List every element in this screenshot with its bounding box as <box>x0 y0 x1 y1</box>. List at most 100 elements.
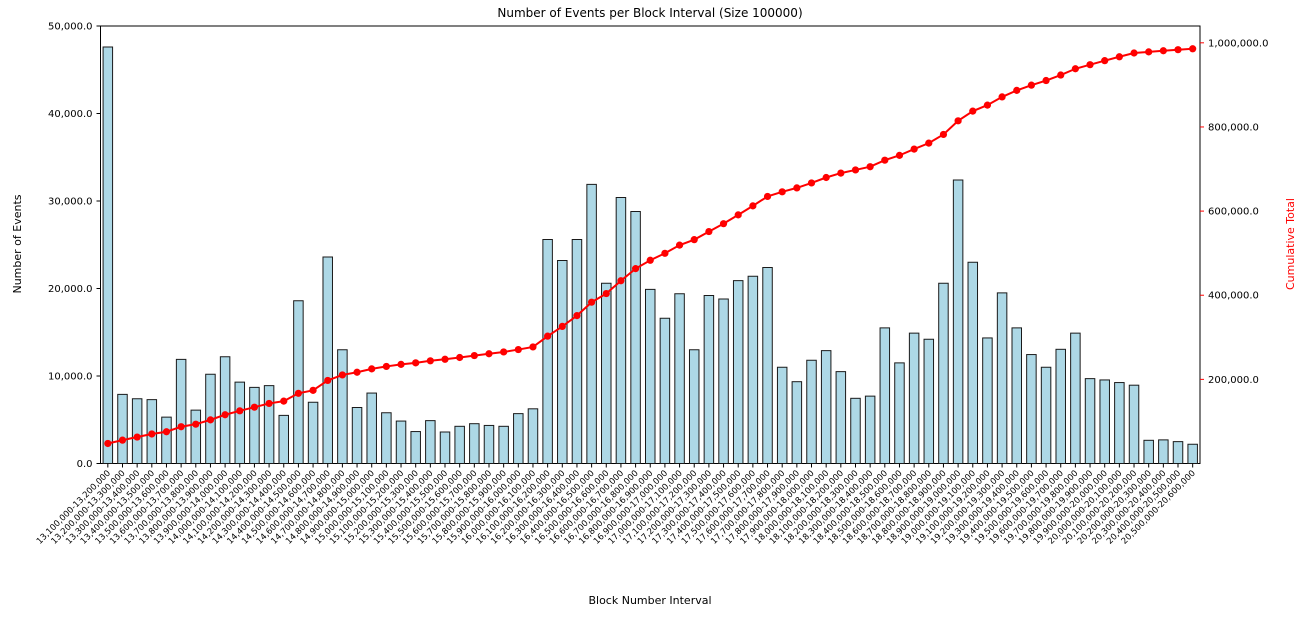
bar <box>850 397 861 464</box>
bar <box>366 392 377 464</box>
cumulative-point <box>1115 53 1123 61</box>
bar <box>469 423 480 465</box>
bar <box>395 420 407 464</box>
bar <box>117 393 128 465</box>
bar <box>410 431 421 464</box>
cumulative-point <box>1189 45 1197 53</box>
y-tick-label-left: 20,000.0 <box>48 284 93 295</box>
y-tick-label-left: 10,000.0 <box>48 372 93 383</box>
bar <box>908 332 920 465</box>
chart-title: Number of Events per Block Interval (Siz… <box>497 6 802 20</box>
cumulative-point <box>470 351 478 360</box>
bar <box>337 349 348 464</box>
cumulative-point <box>382 362 390 371</box>
bar <box>586 183 597 465</box>
bar <box>923 338 935 464</box>
bar <box>645 288 656 465</box>
cumulative-point <box>1159 47 1167 55</box>
cumulative-point <box>148 430 156 438</box>
cumulative-point <box>925 139 933 147</box>
bar <box>1114 382 1125 464</box>
bar <box>542 239 553 464</box>
cumulative-point <box>807 179 816 187</box>
cumulative-point <box>1071 65 1079 73</box>
bar <box>601 282 612 464</box>
bar <box>1172 441 1184 465</box>
cumulative-point <box>104 439 112 448</box>
bar <box>131 398 143 464</box>
cumulative-point <box>969 107 977 115</box>
bar <box>776 366 788 464</box>
cumulative-point <box>983 101 992 109</box>
bar <box>982 337 993 464</box>
bar <box>1011 327 1022 465</box>
bar <box>615 197 627 464</box>
cumulative-point <box>236 407 244 415</box>
cumulative-point <box>734 211 742 219</box>
cumulative-point <box>1027 81 1036 89</box>
cumulative-point <box>177 423 185 431</box>
bar <box>674 293 685 464</box>
cumulative-point <box>661 249 669 257</box>
cumulative-point <box>646 256 654 264</box>
cumulative-point <box>895 151 904 159</box>
cumulative-point <box>1013 86 1021 94</box>
cumulative-point <box>690 236 698 244</box>
cumulative-point <box>1130 49 1138 57</box>
bar <box>454 425 465 464</box>
y-tick-label-left: 30,000.0 <box>48 197 93 208</box>
cumulative-point <box>338 371 346 379</box>
bar <box>351 407 363 464</box>
cumulative-point <box>426 357 434 365</box>
cumulative-point <box>353 368 361 376</box>
x-axis-label: Block Number Interval <box>588 594 711 607</box>
y-axis-label-left: Number of Events <box>11 194 24 293</box>
cumulative-point <box>1101 57 1109 65</box>
cumulative-point <box>617 277 625 285</box>
cumulative-point <box>514 345 522 354</box>
cumulative-point <box>162 428 171 436</box>
cumulative-point <box>1086 61 1094 69</box>
y-tick-label-right: 200,000.0 <box>1208 375 1259 386</box>
bar <box>996 292 1008 465</box>
bar <box>483 424 495 465</box>
cumulative-point <box>265 399 273 408</box>
bar <box>234 381 246 465</box>
cumulative-point <box>368 365 376 373</box>
cumulative-point <box>602 289 610 298</box>
bar <box>1084 378 1096 465</box>
cumulative-point <box>1145 48 1153 56</box>
bar <box>307 401 319 464</box>
cumulative-point <box>998 93 1006 101</box>
bar <box>190 409 202 465</box>
bar <box>703 295 715 464</box>
bar <box>1158 439 1169 465</box>
bar <box>688 349 700 464</box>
bar <box>425 420 436 465</box>
bar <box>1026 354 1037 464</box>
bar <box>322 256 333 464</box>
bar <box>967 261 979 464</box>
cumulative-point <box>749 202 757 210</box>
cumulative-point <box>206 416 215 424</box>
y-axis-label-right: Cumulative Total <box>1284 198 1297 290</box>
bar <box>806 359 817 464</box>
cumulative-point <box>851 166 860 174</box>
bar <box>263 385 275 465</box>
bar <box>1099 379 1110 464</box>
cumulative-point <box>558 322 566 330</box>
bar <box>952 179 964 464</box>
bar <box>732 280 744 465</box>
bar <box>175 358 187 465</box>
bar <box>791 381 803 464</box>
cumulative-point <box>719 220 728 228</box>
cumulative-line-layer <box>104 45 1197 448</box>
y-tick-label-left: 0.0 <box>77 459 93 470</box>
cumulative-point <box>705 227 713 236</box>
bar <box>1128 384 1140 464</box>
cumulative-point <box>837 169 845 177</box>
cumulative-point <box>324 376 332 385</box>
bar <box>1143 439 1154 464</box>
cumulative-point <box>675 241 684 249</box>
cumulative-point <box>793 184 801 192</box>
